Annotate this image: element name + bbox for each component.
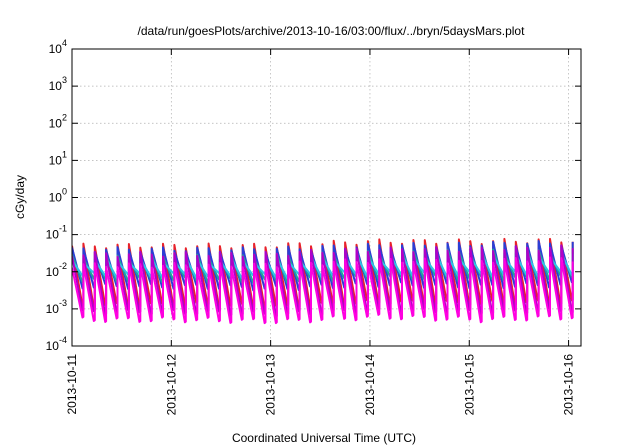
y-axis-label: cGy/day <box>13 175 27 219</box>
chart-title: /data/run/goesPlots/archive/2013-10-16/0… <box>138 24 526 38</box>
y-tick-label: 10-2 <box>46 261 67 279</box>
y-tick-label: 10-4 <box>46 335 67 353</box>
x-tick-label: 2013-10-15 <box>462 354 476 416</box>
x-tick-label: 2013-10-16 <box>562 354 576 416</box>
series-line-5 <box>72 256 574 325</box>
y-tick-label: 100 <box>49 187 67 205</box>
y-tick-label: 10-3 <box>46 298 67 316</box>
x-tick-label: 2013-10-11 <box>65 354 79 415</box>
axis-ticks: 10-4 10-3 10-2 10-1 100 101 102 103 104 2013-10-1… <box>46 38 581 415</box>
y-tick-label: 101 <box>49 149 67 167</box>
y-tick-label: 10-1 <box>46 224 67 242</box>
x-tick-label: 2013-10-14 <box>363 354 377 416</box>
x-tick-label: 2013-10-12 <box>164 354 178 416</box>
x-tick-label: 2013-10-13 <box>264 354 278 416</box>
y-tick-label: 104 <box>49 38 67 56</box>
y-tick-label: 103 <box>49 75 67 93</box>
series-lines <box>72 237 574 325</box>
y-tick-label: 102 <box>49 112 67 130</box>
x-axis-label: Coordinated Universal Time (UTC) <box>232 431 416 445</box>
